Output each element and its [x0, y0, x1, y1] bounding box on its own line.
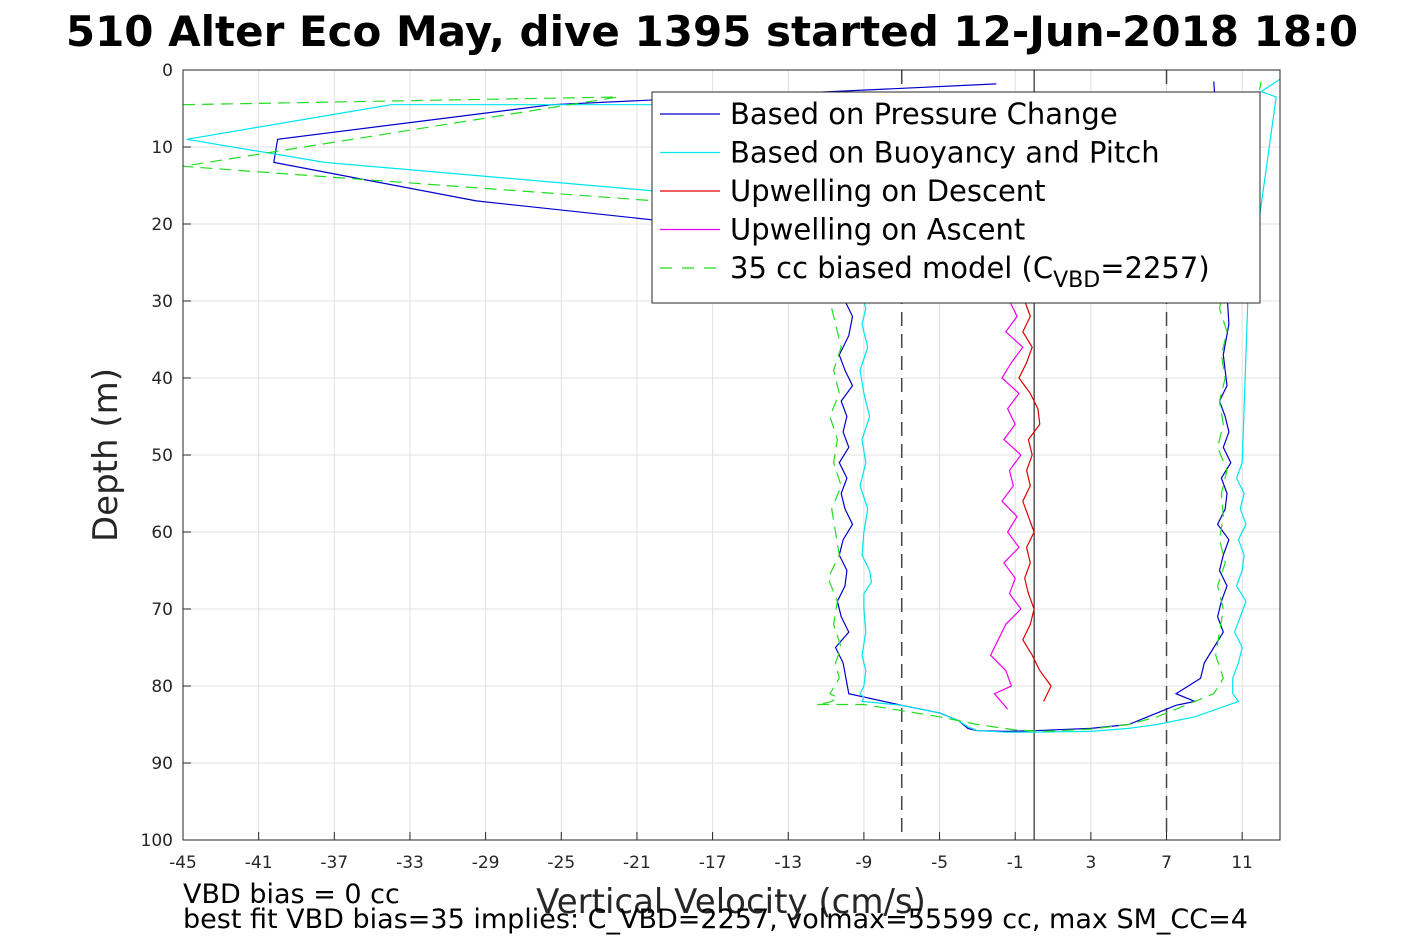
legend-label-1: Based on Pressure Change	[730, 97, 1118, 131]
legend-label-5: 35 cc biased model (CVBD=2257)	[730, 251, 1210, 293]
x-tick-label: -29	[472, 853, 500, 873]
legend-label-text: Based on Pressure Change	[730, 97, 1118, 131]
plot-frame	[182, 69, 1281, 841]
legend-label-4: Upwelling on Ascent	[730, 213, 1025, 247]
legend-label-suffix: =2257)	[1100, 251, 1209, 285]
vbd-bias-note: VBD bias = 0 cc	[183, 879, 400, 910]
x-tick-label: -17	[699, 853, 727, 873]
y-tick-label: 90	[151, 754, 173, 774]
y-tick-label: 10	[151, 138, 173, 158]
x-tick-label: -13	[774, 853, 802, 873]
x-tick-label: -37	[320, 853, 348, 873]
x-tick-label: -41	[245, 853, 273, 873]
x-tick-label: -9	[855, 853, 872, 873]
y-axis-label: Depth (m)	[86, 368, 126, 542]
legend-label-3: Upwelling on Descent	[730, 174, 1046, 208]
x-tick-label: -25	[547, 853, 575, 873]
legend-label-text: Upwelling on Descent	[730, 174, 1046, 208]
legend-label-text: Upwelling on Ascent	[730, 213, 1025, 247]
series-group	[183, 78, 1280, 733]
y-tick-label: 0	[162, 61, 173, 81]
series-line-2	[186, 78, 1280, 733]
y-tick-label: 60	[151, 523, 173, 543]
y-tick-label: 80	[151, 677, 173, 697]
y-tick-label: 70	[151, 600, 173, 620]
series-line-5	[183, 81, 1262, 733]
chart-title: 510 Alter Eco May, dive 1395 started 12-…	[66, 7, 1358, 56]
y-tick-labels: 0 10 20 30 40 50 60 70 80 90 100	[141, 61, 173, 851]
x-tick-label: 11	[1231, 853, 1253, 873]
x-tick-label: -1	[1007, 853, 1024, 873]
x-tick-labels: -45 -41 -37 -33 -29 -25 -21 -17 -13 -9 -5 -1 3 7 11	[169, 853, 1253, 873]
legend-label-text: 35 cc biased model (C	[730, 251, 1053, 285]
series-line-4	[989, 300, 1024, 710]
legend-label-2: Based on Buoyancy and Pitch	[730, 136, 1160, 170]
legend-box	[651, 91, 1261, 304]
y-tick-label: 50	[151, 446, 173, 466]
y-tick-label: 40	[151, 369, 173, 389]
x-tick-label: -5	[931, 853, 948, 873]
x-axis-label: Vertical Velocity (cm/s)	[536, 882, 926, 922]
series-line-3	[1018, 300, 1052, 702]
y-tick-label: 20	[151, 215, 173, 235]
x-tick-label: -21	[623, 853, 651, 873]
legend-label-subscript: VBD	[1053, 268, 1100, 293]
x-tick-label: 7	[1161, 853, 1172, 873]
y-tick-label: 100	[141, 831, 173, 851]
x-tick-label: -33	[396, 853, 424, 873]
x-tick-label: 3	[1085, 853, 1096, 873]
legend-label-text: Based on Buoyancy and Pitch	[730, 136, 1160, 170]
y-tick-label: 30	[151, 292, 173, 312]
legend: Based on Pressure Change Based on Buoyanc…	[651, 91, 1261, 304]
best-fit-note: best fit VBD bias=35 implies: C_VBD=2257…	[183, 904, 1248, 935]
x-tick-label: -45	[169, 853, 197, 873]
